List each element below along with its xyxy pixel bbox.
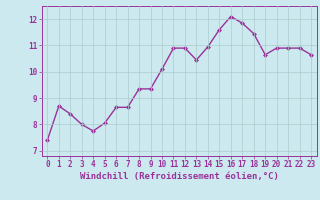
X-axis label: Windchill (Refroidissement éolien,°C): Windchill (Refroidissement éolien,°C) [80, 172, 279, 181]
